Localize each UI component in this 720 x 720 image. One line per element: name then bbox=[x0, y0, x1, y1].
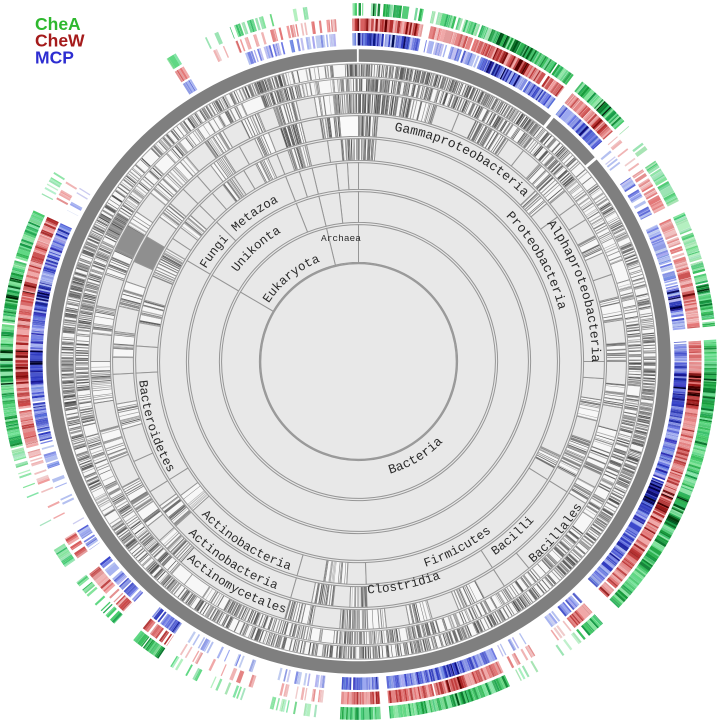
svg-text:Archaea: Archaea bbox=[321, 233, 361, 244]
svg-text:CheW: CheW bbox=[35, 31, 85, 51]
svg-text:CheA: CheA bbox=[35, 14, 81, 34]
svg-text:MCP: MCP bbox=[35, 48, 74, 68]
